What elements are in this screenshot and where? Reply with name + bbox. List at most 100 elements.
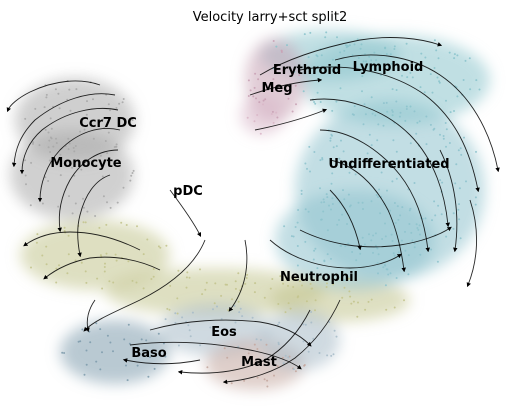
cell-point	[390, 62, 393, 65]
cell-point	[325, 31, 328, 34]
cell-point	[325, 286, 328, 288]
cell-point	[246, 273, 249, 276]
cell-point	[365, 60, 368, 63]
cell-point	[459, 237, 462, 240]
cell-point	[142, 253, 145, 256]
cell-point	[404, 249, 407, 252]
cell-point	[390, 233, 393, 236]
cell-point	[437, 204, 440, 207]
cell-point	[395, 100, 398, 103]
cell-point	[67, 148, 70, 151]
cell-point	[67, 253, 70, 256]
cell-point	[368, 233, 370, 236]
cell-point	[291, 110, 294, 113]
cluster-label-erythroid: Erythroid	[273, 63, 341, 78]
cell-point	[189, 335, 192, 338]
cell-point	[54, 88, 57, 91]
cell-point	[86, 100, 88, 103]
cell-point	[452, 227, 455, 230]
cell-point	[403, 299, 405, 302]
velocity-streamline	[309, 98, 451, 228]
cell-point	[433, 67, 436, 69]
cell-point	[99, 154, 102, 157]
cell-point	[416, 227, 419, 229]
cell-point	[460, 153, 463, 156]
cell-point	[227, 309, 230, 312]
cell-point	[475, 79, 478, 82]
cell-point	[415, 223, 418, 226]
cell-point	[309, 282, 312, 285]
cell-point	[201, 293, 204, 296]
cell-point	[418, 120, 421, 123]
cell-point	[166, 307, 169, 310]
cell-point	[335, 335, 338, 338]
cell-point	[102, 118, 105, 121]
cell-point	[441, 181, 444, 184]
cell-point	[458, 203, 460, 206]
cell-point	[304, 162, 307, 165]
cell-point	[45, 263, 48, 266]
cell-point	[448, 142, 451, 144]
cell-point	[212, 308, 214, 311]
cell-point	[401, 74, 403, 77]
cell-point	[384, 235, 387, 238]
cell-point	[350, 302, 353, 305]
cell-point	[74, 259, 77, 262]
cell-point	[295, 103, 297, 106]
cell-point	[114, 253, 117, 256]
cell-point	[418, 224, 421, 227]
cell-point	[409, 71, 412, 74]
cell-point	[314, 299, 317, 302]
cell-point	[234, 287, 237, 290]
cell-point	[392, 252, 395, 255]
cell-point	[391, 109, 394, 112]
cell-point	[82, 221, 85, 224]
cell-point	[329, 137, 332, 140]
cell-point	[57, 205, 60, 208]
cell-point	[310, 311, 313, 313]
cell-point	[445, 99, 447, 102]
cluster-cloud-eos	[260, 310, 340, 370]
cell-point	[84, 270, 87, 273]
cell-point	[312, 258, 315, 261]
cell-point	[469, 88, 472, 91]
cell-point	[436, 76, 439, 79]
cell-point	[107, 103, 110, 106]
cell-point	[304, 240, 307, 243]
velocity-streamline	[299, 226, 452, 248]
cell-point	[351, 251, 354, 253]
cell-point	[233, 304, 236, 307]
cell-point	[381, 238, 384, 240]
cell-point	[48, 159, 51, 162]
cell-point	[361, 236, 364, 239]
cell-point	[362, 208, 364, 210]
cell-point	[316, 91, 319, 94]
velocity-streamline	[319, 129, 430, 253]
cluster-label-undifferentiated: Undifferentiated	[328, 157, 449, 172]
cell-point	[199, 344, 202, 347]
cell-point	[86, 210, 89, 213]
cell-point	[214, 282, 217, 285]
cell-point	[424, 56, 427, 59]
cell-point	[96, 277, 99, 280]
cell-point	[276, 116, 279, 119]
cell-point	[296, 264, 299, 267]
cell-point	[359, 47, 362, 50]
cell-point	[382, 266, 385, 269]
cell-point	[279, 275, 282, 278]
cell-point	[153, 367, 156, 370]
cell-point	[85, 349, 88, 352]
cell-point	[131, 279, 134, 282]
cell-point	[372, 251, 374, 254]
cell-point	[48, 139, 51, 142]
cell-point	[72, 146, 75, 149]
cell-point	[336, 223, 339, 226]
cell-point	[188, 329, 191, 332]
cell-point	[453, 110, 455, 112]
cell-point	[374, 114, 377, 117]
cell-point	[322, 198, 325, 201]
cell-point	[385, 101, 388, 104]
cell-point	[49, 117, 52, 120]
cluster-cloud-monocyte	[10, 130, 134, 220]
cell-point	[45, 96, 48, 99]
